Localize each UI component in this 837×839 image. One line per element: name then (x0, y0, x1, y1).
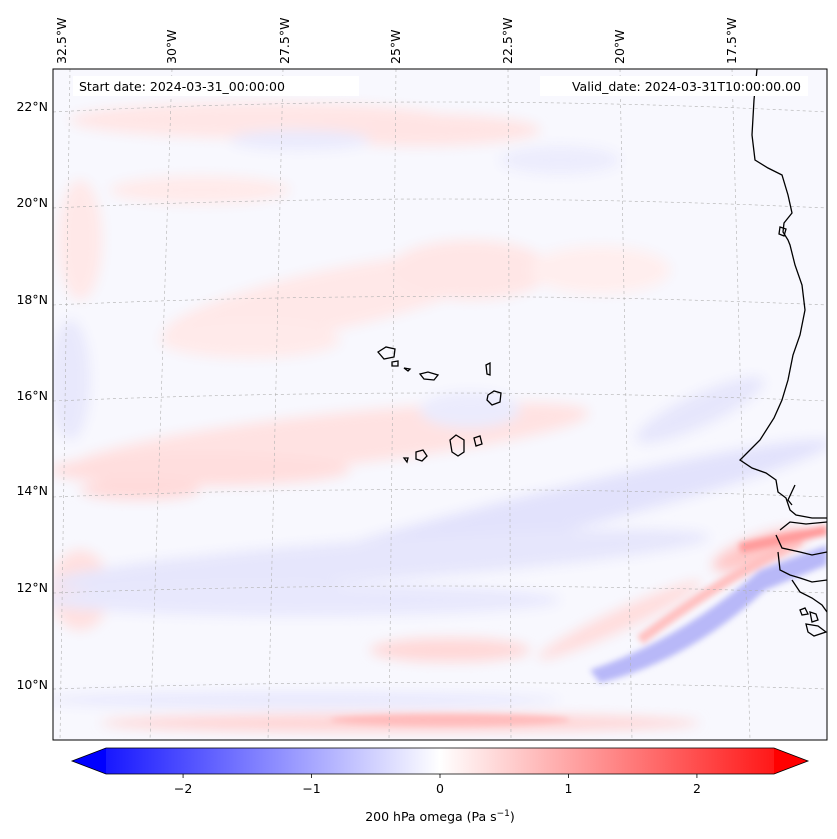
lon-label-25w: 25°W (388, 29, 403, 64)
colorbar-title-main: 200 hPa omega (Pa s (365, 809, 496, 824)
colorbar-tick-label: 1 (564, 781, 572, 796)
colorbar: −2 −1 0 1 2 200 hPa omega (Pa s−1) (70, 747, 810, 824)
field-bands (330, 525, 827, 726)
colorbar-tick-label: 2 (693, 781, 701, 796)
start-date-box (73, 76, 359, 96)
lat-label-20n: 20°N (16, 195, 48, 210)
colorbar-ticks: −2 −1 0 1 2 (174, 774, 701, 796)
lat-label-10n: 10°N (16, 677, 48, 692)
lon-label-20w: 20°W (612, 29, 627, 64)
lat-label-22n: 22°N (16, 99, 48, 114)
lat-label-16n: 16°N (16, 388, 48, 403)
map-frame (52, 68, 828, 741)
valid-date-label: Valid_date: 2024-03-31T10:00:00.00 (572, 79, 801, 94)
colorbar-title: 200 hPa omega (Pa s−1) (365, 809, 515, 824)
lat-label-12n: 12°N (16, 580, 48, 595)
colorbar-ramp (72, 748, 808, 774)
valid-date-box (540, 76, 808, 96)
lon-label-30w: 30°W (164, 29, 179, 64)
omega-field (53, 69, 827, 740)
gridlines (53, 69, 827, 740)
lon-label-17-5w: 17.5°W (724, 18, 739, 64)
colorbar-min-extend (72, 748, 106, 774)
lon-label-32-5w: 32.5°W (54, 18, 69, 64)
coastline (377, 69, 827, 637)
colorbar-tick-label: −1 (302, 781, 320, 796)
colorbar-outline (70, 747, 810, 775)
colorbar-tick-label: −2 (174, 781, 192, 796)
lon-label-27-5w: 27.5°W (277, 18, 292, 64)
start-date-label: Start date: 2024-03-31_00:00:00 (79, 79, 285, 94)
lat-label-18n: 18°N (16, 292, 48, 307)
colorbar-title-end: ) (510, 809, 515, 824)
colorbar-tick-label: 0 (436, 781, 444, 796)
colorbar-title-sup: −1 (497, 809, 510, 819)
longitude-labels: 32.5°W 30°W 27.5°W 25°W 22.5°W 20°W 17.5… (54, 18, 739, 64)
colorbar-max-extend (774, 748, 808, 774)
latitude-labels: 22°N 20°N 18°N 16°N 14°N 12°N 10°N (16, 99, 48, 692)
lat-label-14n: 14°N (16, 483, 48, 498)
lon-label-22-5w: 22.5°W (500, 18, 515, 64)
